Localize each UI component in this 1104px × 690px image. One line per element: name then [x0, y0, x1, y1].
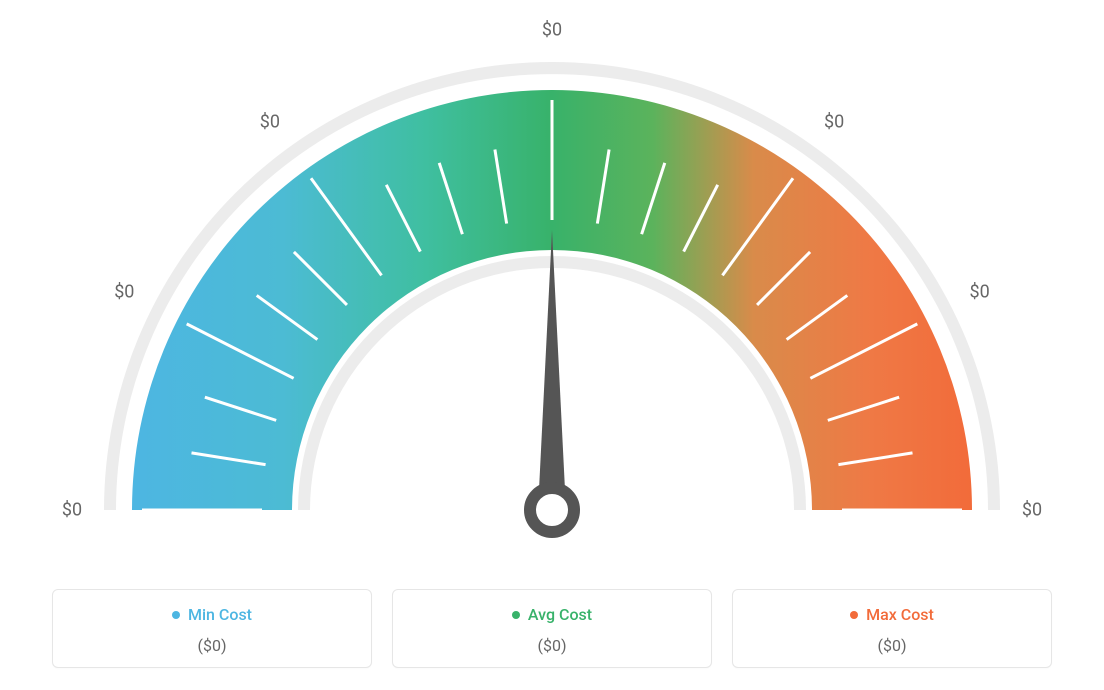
legend-label-avg: Avg Cost	[528, 605, 592, 624]
legend-label-max: Max Cost	[866, 605, 934, 624]
gauge-chart	[52, 10, 1052, 570]
tick-label: $0	[62, 500, 82, 521]
tick-label: $0	[114, 282, 134, 303]
legend-dot-max	[850, 611, 858, 619]
legend-dot-min	[172, 611, 180, 619]
legend-label-min: Min Cost	[188, 605, 252, 624]
legend-dot-avg	[512, 611, 520, 619]
legend-row: Min Cost ($0) Avg Cost ($0) Max Cost ($0…	[52, 589, 1052, 669]
tick-label: $0	[970, 282, 990, 303]
tick-label: $0	[260, 111, 280, 132]
legend-card-min: Min Cost ($0)	[52, 589, 372, 669]
gauge-container: $0 $0 $0 $0 $0 $0 $0	[52, 10, 1052, 570]
tick-label: $0	[824, 111, 844, 132]
legend-card-max: Max Cost ($0)	[732, 589, 1052, 669]
legend-value-min: ($0)	[69, 636, 355, 655]
legend-value-avg: ($0)	[409, 636, 695, 655]
tick-label: $0	[542, 20, 562, 41]
legend-card-avg: Avg Cost ($0)	[392, 589, 712, 669]
tick-label: $0	[1022, 500, 1042, 521]
legend-value-max: ($0)	[749, 636, 1035, 655]
